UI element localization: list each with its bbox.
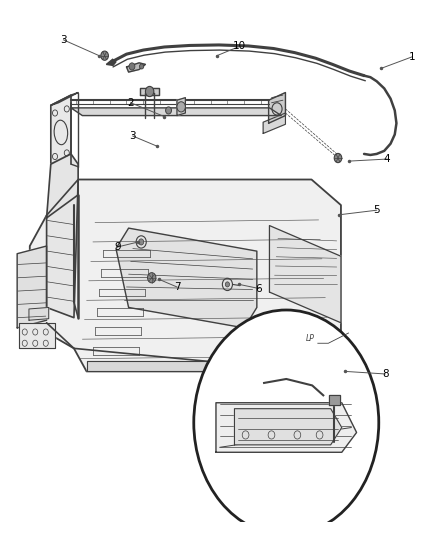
Polygon shape [51, 93, 78, 106]
Polygon shape [87, 361, 311, 372]
Polygon shape [268, 93, 286, 123]
Text: LP: LP [306, 334, 315, 343]
Circle shape [194, 310, 379, 533]
Circle shape [129, 63, 135, 70]
Polygon shape [263, 113, 286, 133]
Circle shape [145, 86, 154, 96]
Polygon shape [30, 180, 341, 372]
Polygon shape [140, 88, 159, 95]
Polygon shape [216, 403, 357, 453]
Polygon shape [269, 225, 341, 323]
Text: 1: 1 [409, 52, 416, 62]
Text: 9: 9 [114, 242, 120, 252]
Circle shape [177, 102, 185, 112]
Text: 3: 3 [130, 131, 136, 141]
Polygon shape [71, 108, 281, 116]
Polygon shape [127, 63, 145, 72]
Polygon shape [17, 246, 46, 328]
Polygon shape [106, 59, 116, 66]
Polygon shape [51, 95, 71, 164]
Text: 3: 3 [60, 35, 67, 45]
Text: 6: 6 [256, 284, 262, 294]
Polygon shape [329, 395, 339, 405]
Polygon shape [46, 154, 78, 218]
Text: 2: 2 [127, 98, 134, 108]
Circle shape [101, 51, 109, 60]
Polygon shape [46, 180, 78, 318]
Text: 5: 5 [373, 205, 380, 215]
Text: 7: 7 [173, 282, 180, 292]
Polygon shape [177, 98, 185, 116]
Polygon shape [29, 308, 49, 320]
Circle shape [334, 154, 342, 163]
Circle shape [148, 273, 156, 283]
Text: 8: 8 [382, 369, 389, 379]
Polygon shape [234, 409, 342, 445]
Polygon shape [19, 323, 55, 349]
Polygon shape [116, 228, 257, 328]
Circle shape [140, 64, 144, 69]
Text: 4: 4 [384, 154, 391, 164]
Circle shape [225, 282, 230, 287]
Circle shape [139, 239, 144, 245]
Text: 10: 10 [233, 42, 246, 52]
Circle shape [166, 107, 172, 114]
